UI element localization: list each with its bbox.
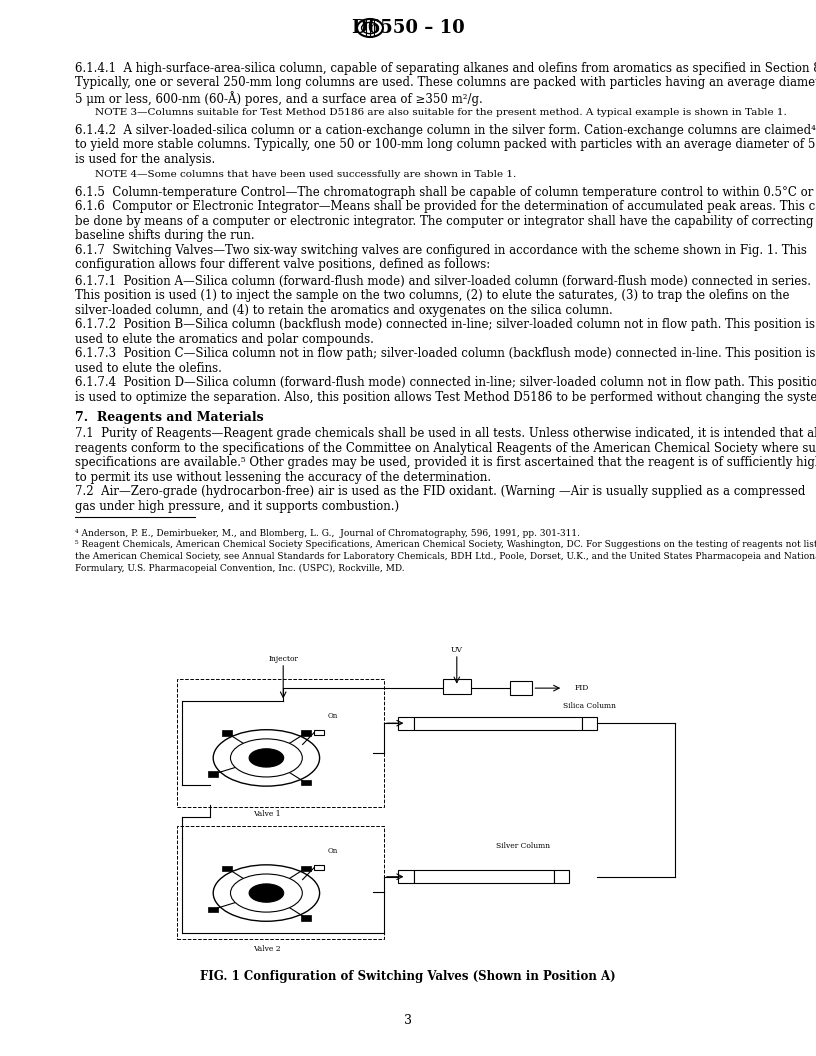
Text: ⁵ Reagent Chemicals, American Chemical Society Specifications, American Chemical: ⁵ Reagent Chemicals, American Chemical S… xyxy=(75,541,816,549)
Bar xyxy=(510,681,532,695)
Text: Valve 2: Valve 2 xyxy=(253,945,280,953)
Text: NOTE 3—Columns suitable for Test Method D5186 are also suitable for the present : NOTE 3—Columns suitable for Test Method … xyxy=(95,109,787,117)
Text: On: On xyxy=(328,713,339,720)
Text: silver-loaded column, and (4) to retain the aromatics and oxygenates on the sili: silver-loaded column, and (4) to retain … xyxy=(75,304,613,317)
Bar xyxy=(314,730,324,735)
Bar xyxy=(300,866,311,871)
Text: FID: FID xyxy=(574,684,589,692)
Text: configuration allows four different valve positions, defined as follows:: configuration allows four different valv… xyxy=(75,258,490,271)
Bar xyxy=(398,870,414,883)
Text: Valve 1: Valve 1 xyxy=(253,810,280,818)
Bar xyxy=(177,679,384,807)
Text: FIG. 1 Configuration of Switching Valves (Shown in Position A): FIG. 1 Configuration of Switching Valves… xyxy=(200,970,616,983)
Text: Formulary, U.S. Pharmacopeial Convention, Inc. (USPC), Rockville, MD.: Formulary, U.S. Pharmacopeial Convention… xyxy=(75,564,405,573)
Text: NOTE 4—Some columns that have been used successfully are shown in Table 1.: NOTE 4—Some columns that have been used … xyxy=(95,170,517,180)
Text: used to elute the aromatics and polar compounds.: used to elute the aromatics and polar co… xyxy=(75,333,374,346)
Ellipse shape xyxy=(249,749,284,767)
Bar xyxy=(414,717,582,730)
Text: is used for the analysis.: is used for the analysis. xyxy=(75,153,215,166)
Text: the American Chemical Society, see Annual Standards for Laboratory Chemicals, BD: the American Chemical Society, see Annua… xyxy=(75,552,816,562)
Text: On: On xyxy=(328,848,339,855)
Text: 6.1.5  Column-temperature Control—The chromatograph shall be capable of column t: 6.1.5 Column-temperature Control—The chr… xyxy=(75,186,816,199)
Text: 6.1.7.4  Position D—Silica column (forward-flush mode) connected in-line; silver: 6.1.7.4 Position D—Silica column (forwar… xyxy=(75,377,816,390)
Bar xyxy=(208,772,219,777)
Bar xyxy=(177,826,384,939)
Text: specifications are available.⁵ Other grades may be used, provided it is first as: specifications are available.⁵ Other gra… xyxy=(75,456,816,469)
Ellipse shape xyxy=(249,884,284,902)
Bar xyxy=(208,907,219,912)
Text: 6.1.4.2  A silver-loaded-silica column or a cation-exchange column in the silver: 6.1.4.2 A silver-loaded-silica column or… xyxy=(75,124,816,137)
Text: 6.1.7  Switching Valves—Two six-way switching valves are configured in accordanc: 6.1.7 Switching Valves—Two six-way switc… xyxy=(75,244,807,257)
Text: Silica Column: Silica Column xyxy=(563,702,616,711)
Text: gas under high pressure, and it supports combustion.): gas under high pressure, and it supports… xyxy=(75,499,399,513)
Text: used to elute the olefins.: used to elute the olefins. xyxy=(75,362,222,375)
Text: 6.1.6  Computor or Electronic Integrator—Means shall be provided for the determi: 6.1.6 Computor or Electronic Integrator—… xyxy=(75,200,816,213)
Text: 6.1.4.1  A high-surface-area-silica column, capable of separating alkanes and ol: 6.1.4.1 A high-surface-area-silica colum… xyxy=(75,62,816,75)
Ellipse shape xyxy=(230,874,302,912)
Text: UV: UV xyxy=(450,646,463,654)
Text: 7.  Reagents and Materials: 7. Reagents and Materials xyxy=(75,411,264,423)
Bar xyxy=(300,731,311,736)
Text: baseline shifts during the run.: baseline shifts during the run. xyxy=(75,229,255,242)
Ellipse shape xyxy=(213,865,320,921)
Text: Injector: Injector xyxy=(268,655,298,663)
Bar xyxy=(398,717,414,730)
Text: 6.1.7.3  Position C—Silica column not in flow path; silver-loaded column (backfl: 6.1.7.3 Position C—Silica column not in … xyxy=(75,347,815,360)
Text: 6.1.7.1  Position A—Silica column (forward-flush mode) and silver-loaded column : 6.1.7.1 Position A—Silica column (forwar… xyxy=(75,275,811,288)
Text: Silver Column: Silver Column xyxy=(496,842,550,850)
Text: 7.1  Purity of Reagents—Reagent grade chemicals shall be used in all tests. Unle: 7.1 Purity of Reagents—Reagent grade che… xyxy=(75,428,816,440)
Text: This position is used (1) to inject the sample on the two columns, (2) to elute : This position is used (1) to inject the … xyxy=(75,289,790,302)
Text: 3: 3 xyxy=(404,1015,412,1027)
Bar xyxy=(222,731,232,736)
Text: D6550 – 10: D6550 – 10 xyxy=(352,19,464,37)
Ellipse shape xyxy=(213,730,320,786)
Text: is used to optimize the separation. Also, this position allows Test Method D5186: is used to optimize the separation. Also… xyxy=(75,391,816,404)
Bar xyxy=(443,679,471,694)
Bar xyxy=(300,780,311,786)
Text: 6.1.7.2  Position B—Silica column (backflush mode) connected in-line; silver-loa: 6.1.7.2 Position B—Silica column (backfl… xyxy=(75,319,815,332)
Text: be done by means of a computer or electronic integrator. The computer or integra: be done by means of a computer or electr… xyxy=(75,214,816,228)
Text: 7.2  Air—Zero-grade (hydrocarbon-free) air is used as the FID oxidant. (Warning : 7.2 Air—Zero-grade (hydrocarbon-free) ai… xyxy=(75,485,805,498)
Ellipse shape xyxy=(230,739,302,777)
Text: ⁴ Anderson, P. E., Demirbueker, M., and Blomberg, L. G.,  Journal of Chromatogra: ⁴ Anderson, P. E., Demirbueker, M., and … xyxy=(75,529,580,538)
Bar xyxy=(582,717,597,730)
Text: reagents conform to the specifications of the Committee on Analytical Reagents o: reagents conform to the specifications o… xyxy=(75,441,816,455)
Text: to yield more stable columns. Typically, one 50 or 100-mm long column packed wit: to yield more stable columns. Typically,… xyxy=(75,138,816,151)
Bar xyxy=(314,865,324,870)
Bar xyxy=(300,916,311,921)
Bar xyxy=(414,870,554,883)
Text: 5 μm or less, 600-nm (60-Å) pores, and a surface area of ≥350 m²/g.: 5 μm or less, 600-nm (60-Å) pores, and a… xyxy=(75,91,483,106)
Bar xyxy=(554,870,570,883)
Bar xyxy=(222,866,232,871)
Text: to permit its use without lessening the accuracy of the determination.: to permit its use without lessening the … xyxy=(75,471,491,484)
Text: Typically, one or several 250-mm long columns are used. These columns are packed: Typically, one or several 250-mm long co… xyxy=(75,76,816,90)
